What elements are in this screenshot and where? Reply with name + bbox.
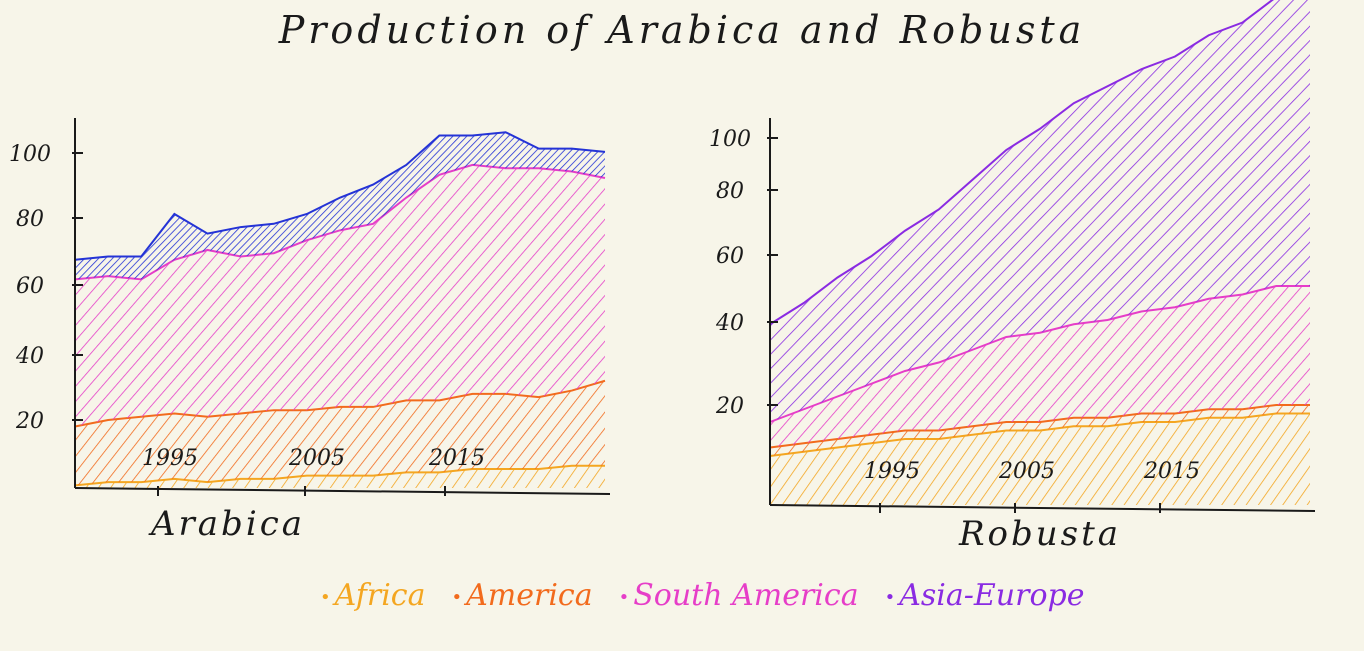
arabica-area-america	[75, 380, 605, 486]
legend-item: • Africa	[320, 578, 426, 613]
y-tick-label: 20	[715, 394, 744, 419]
x-axis-label: Robusta	[958, 514, 1121, 554]
y-tick-label: 60	[16, 274, 44, 299]
robusta-area-africa	[770, 413, 1310, 505]
chart-title: Production of Arabica and Robusta	[278, 8, 1086, 52]
y-tick-label: 80	[716, 179, 744, 204]
x-axis-label: Arabica	[148, 504, 305, 544]
robusta-area-america	[770, 405, 1310, 456]
x-axis	[769, 504, 1316, 512]
legend-dot-icon: •	[618, 586, 630, 608]
legend-item: • South America	[619, 578, 859, 613]
arabica-line-top	[74, 131, 606, 261]
legend-dot-icon: •	[884, 586, 896, 608]
legend-label: America	[466, 578, 593, 613]
arabica-chart: 20 40 60 80 100 1995 2005 2015 Arabica	[9, 118, 611, 544]
y-tick-label: 100	[9, 142, 51, 167]
legend-label: Asia-Europe	[899, 578, 1085, 613]
robusta-chart: 20 40 60 80 100 1995 2005 2015 Robusta	[709, 0, 1316, 554]
x-tick-label: 2005	[288, 446, 345, 471]
robusta-line-asia-europe	[769, 0, 1274, 326]
robusta-area-asia-europe	[770, 0, 1310, 422]
legend-label: South America	[633, 578, 859, 613]
legend: • Africa • America • South America • Asia-Europ…	[320, 578, 1320, 613]
legend-item: • America	[452, 578, 593, 613]
x-tick-label: 1995	[864, 459, 920, 484]
y-tick-label: 80	[16, 207, 44, 232]
arabica-area-south-america	[75, 164, 605, 427]
y-tick-label: 100	[709, 127, 751, 152]
legend-item: • Asia-Europe	[885, 578, 1085, 613]
y-tick-label: 40	[715, 311, 744, 336]
x-tick-label: 1995	[142, 446, 198, 471]
x-tick-label: 2005	[998, 459, 1055, 484]
x-tick-label: 2015	[1143, 459, 1200, 484]
legend-dot-icon: •	[320, 586, 331, 608]
legend-label: Africa	[334, 578, 426, 613]
y-tick-label: 20	[15, 409, 44, 434]
arabica-area-top	[75, 132, 605, 280]
robusta-area-south-america	[770, 286, 1310, 448]
y-tick-label: 40	[15, 344, 44, 369]
legend-dot-icon: •	[451, 586, 463, 608]
y-tick-label: 60	[716, 244, 744, 269]
x-tick-label: 2015	[428, 446, 485, 471]
x-axis	[74, 487, 611, 495]
